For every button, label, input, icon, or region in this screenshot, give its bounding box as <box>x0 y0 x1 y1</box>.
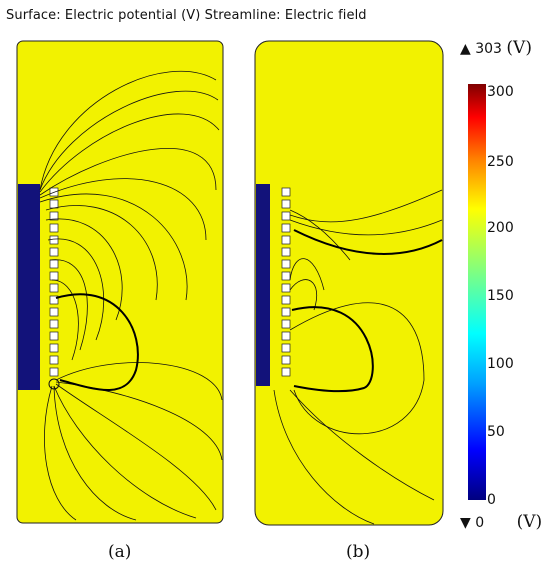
colorbar <box>468 84 486 500</box>
max-triangle-icon: ▲ <box>460 41 471 57</box>
tick-300: 300 <box>487 84 514 100</box>
tick-250: 250 <box>487 154 514 170</box>
caption-a: (a) <box>108 542 132 562</box>
figure-title: Surface: Electric potential (V) Streamli… <box>6 8 367 23</box>
tick-50: 50 <box>487 424 505 440</box>
tick-150: 150 <box>487 288 514 304</box>
max-value: 303 <box>475 41 502 57</box>
min-unit: (V) <box>516 512 543 532</box>
legend-min: ▼ 0 (V) <box>460 512 542 532</box>
panel-b-plot <box>254 40 444 526</box>
panel-a-plot <box>16 40 224 524</box>
legend-max: ▲ 303 (V) <box>460 38 532 58</box>
min-value: 0 <box>475 515 485 531</box>
tick-100: 100 <box>487 356 514 372</box>
tick-0: 0 <box>487 492 496 508</box>
caption-b: (b) <box>346 542 371 562</box>
min-triangle-icon: ▼ <box>460 515 471 531</box>
max-unit: (V) <box>506 38 532 58</box>
tick-200: 200 <box>487 220 514 236</box>
